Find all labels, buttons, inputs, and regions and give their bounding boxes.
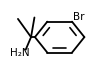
Text: H₂N: H₂N xyxy=(10,48,29,58)
Text: Br: Br xyxy=(73,12,84,22)
